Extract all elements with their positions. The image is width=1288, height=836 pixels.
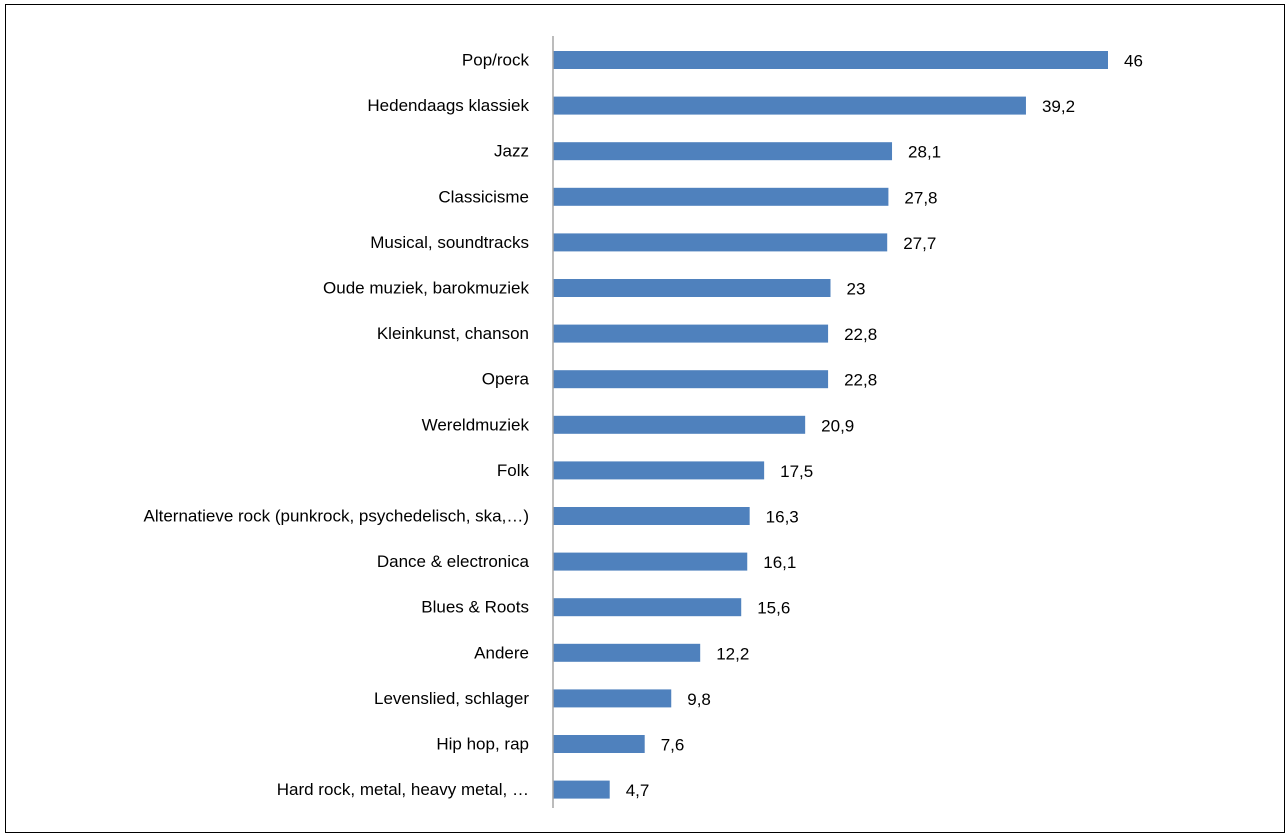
value-label: 9,8 [687, 690, 711, 709]
bar [553, 96, 1026, 115]
category-label: Dance & electronica [377, 552, 530, 571]
value-label: 22,8 [844, 325, 877, 344]
value-label: 28,1 [908, 143, 941, 162]
bars-layer [553, 51, 1108, 799]
category-label: Hard rock, metal, heavy metal, … [277, 780, 529, 799]
bar [553, 643, 701, 662]
value-label: 12,2 [716, 644, 749, 663]
bar [553, 51, 1108, 69]
category-label: Pop/rock [462, 51, 530, 70]
category-label: Wereldmuziek [422, 415, 530, 434]
value-labels: 46 39,2 28,1 27,8 27,7 23 22,8 22,8 20,9 17,5 16,3… [626, 52, 1143, 801]
category-label: Folk [497, 461, 530, 480]
category-label: Alternatieve rock (punkrock, psychedelis… [144, 507, 530, 526]
bar [553, 689, 672, 708]
category-label: Hedendaags klassiek [367, 96, 529, 115]
value-label: 7,6 [661, 736, 685, 755]
category-label: Blues & Roots [421, 598, 529, 617]
value-label: 46 [1124, 52, 1143, 71]
category-label: Musical, soundtracks [370, 233, 529, 252]
category-label: Hip hop, rap [436, 735, 529, 754]
bar [553, 279, 831, 297]
value-label: 27,7 [903, 234, 936, 253]
value-label: 39,2 [1042, 97, 1075, 116]
bar [553, 142, 893, 161]
category-labels: Pop/rock Hedendaags klassiek Jazz Classicis… [144, 51, 530, 800]
bar [553, 324, 829, 343]
bar [553, 461, 765, 480]
bar [553, 233, 888, 252]
bar [553, 780, 610, 799]
bar [553, 552, 748, 571]
category-label: Kleinkunst, chanson [377, 324, 529, 343]
category-label: Opera [482, 370, 530, 389]
value-label: 23 [847, 280, 866, 299]
bar [553, 415, 806, 434]
bar [553, 370, 829, 389]
category-label: Levenslied, schlager [374, 689, 529, 708]
value-label: 22,8 [844, 371, 877, 390]
bar [553, 598, 742, 617]
value-label: 4,7 [626, 781, 650, 800]
category-label: Andere [474, 643, 529, 662]
bar [553, 735, 645, 753]
category-label: Classicisme [438, 187, 529, 206]
bar [553, 507, 750, 525]
value-label: 20,9 [821, 416, 854, 435]
value-label: 27,8 [904, 188, 937, 207]
value-label: 16,3 [766, 508, 799, 527]
value-label: 17,5 [780, 462, 813, 481]
bar [553, 187, 889, 206]
value-label: 15,6 [757, 599, 790, 618]
category-label: Oude muziek, barokmuziek [323, 279, 529, 298]
value-label: 16,1 [763, 553, 796, 572]
category-label: Jazz [494, 142, 529, 161]
